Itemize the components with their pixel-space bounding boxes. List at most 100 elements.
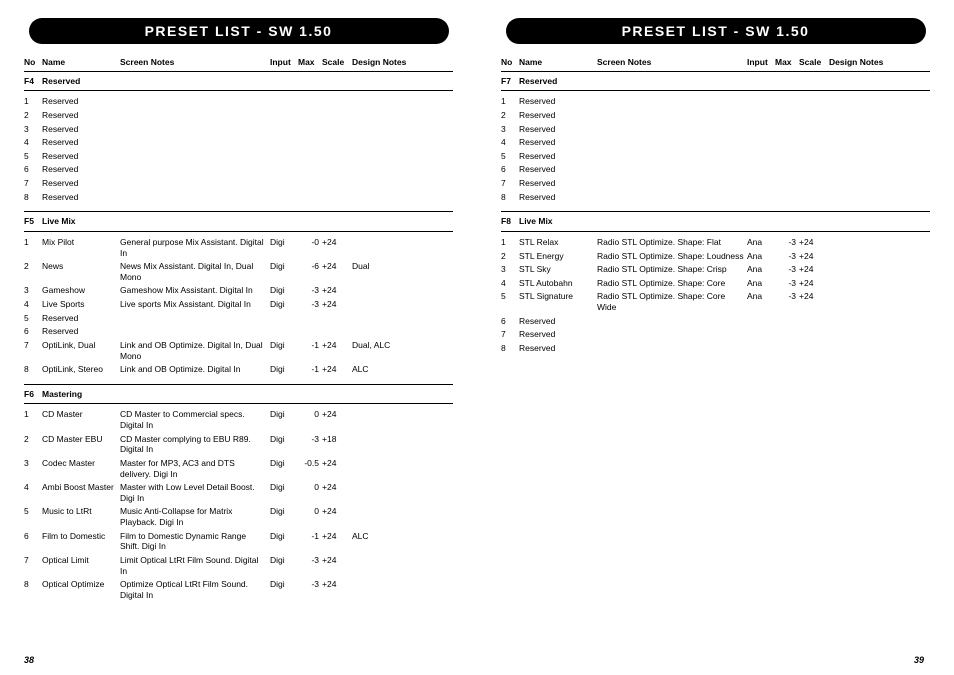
- cell-scale: +24: [322, 363, 352, 377]
- page-title-left: PRESET LIST - SW 1.50: [29, 18, 449, 44]
- cell-no: 1: [24, 91, 42, 109]
- cell-input: [270, 190, 298, 204]
- cell-input: Digi: [270, 363, 298, 377]
- group-no: F7: [501, 71, 519, 91]
- cell-design: [352, 481, 453, 505]
- cell-input: Digi: [270, 298, 298, 312]
- cell-max: [775, 314, 799, 328]
- cell-design: [352, 404, 453, 432]
- table-row: 4Ambi Boost MasterMaster with Low Level …: [24, 481, 453, 505]
- cell-scale: [799, 314, 829, 328]
- table-row: 2Reserved: [501, 108, 930, 122]
- cell-no: 4: [501, 136, 519, 150]
- cell-max: -3: [298, 284, 322, 298]
- table-row: 5Reserved: [24, 149, 453, 163]
- cell-name: STL Energy: [519, 249, 597, 263]
- table-row: 2Reserved: [24, 108, 453, 122]
- cell-scale: +24: [322, 404, 352, 432]
- cell-name: STL Autobahn: [519, 276, 597, 290]
- cell-name: Codec Master: [42, 456, 120, 480]
- cell-design: [829, 249, 930, 263]
- group-row: F8Live Mix: [501, 212, 930, 232]
- cell-name: News: [42, 260, 120, 284]
- col-design: Design Notes: [829, 54, 930, 71]
- cell-input: [270, 91, 298, 109]
- cell-max: -6: [298, 260, 322, 284]
- table-row: 3Reserved: [24, 122, 453, 136]
- cell-scale: [799, 122, 829, 136]
- cell-max: [775, 136, 799, 150]
- cell-design: [829, 314, 930, 328]
- group-name: Mastering: [42, 384, 453, 404]
- cell-name: Gameshow: [42, 284, 120, 298]
- cell-name: Reserved: [519, 177, 597, 191]
- cell-design: [352, 91, 453, 109]
- cell-name: Reserved: [519, 136, 597, 150]
- cell-input: Digi: [270, 404, 298, 432]
- cell-max: 0: [298, 404, 322, 432]
- cell-scale: [799, 341, 829, 355]
- table-row: 7OptiLink, DualLink and OB Optimize. Dig…: [24, 338, 453, 362]
- cell-max: -3: [298, 298, 322, 312]
- cell-no: 6: [24, 529, 42, 553]
- cell-design: [829, 108, 930, 122]
- cell-no: 1: [501, 91, 519, 109]
- cell-notes: [597, 122, 747, 136]
- cell-no: 4: [24, 298, 42, 312]
- table-row: 8OptiLink, StereoLink and OB Optimize. D…: [24, 363, 453, 377]
- cell-scale: [322, 136, 352, 150]
- cell-input: [270, 177, 298, 191]
- cell-name: Reserved: [519, 190, 597, 204]
- cell-notes: Radio STL Optimize. Shape: Flat: [597, 231, 747, 249]
- table-row: 5STL SignatureRadio STL Optimize. Shape:…: [501, 290, 930, 314]
- cell-input: Ana: [747, 263, 775, 277]
- cell-name: Music to LtRt: [42, 505, 120, 529]
- cell-design: [352, 325, 453, 339]
- cell-max: [298, 311, 322, 325]
- cell-input: [747, 341, 775, 355]
- cell-input: [747, 122, 775, 136]
- cell-input: Digi: [270, 260, 298, 284]
- cell-no: 6: [501, 314, 519, 328]
- cell-notes: [597, 314, 747, 328]
- group-row: F7Reserved: [501, 71, 930, 91]
- cell-name: Reserved: [519, 91, 597, 109]
- cell-input: Ana: [747, 290, 775, 314]
- cell-max: [298, 177, 322, 191]
- cell-design: [829, 122, 930, 136]
- cell-design: [829, 290, 930, 314]
- cell-scale: +24: [799, 249, 829, 263]
- cell-design: [829, 163, 930, 177]
- cell-no: 2: [501, 108, 519, 122]
- cell-no: 4: [24, 481, 42, 505]
- col-notes: Screen Notes: [120, 54, 270, 71]
- cell-scale: +24: [322, 298, 352, 312]
- table-row: 7Optical LimitLimit Optical LtRt Film So…: [24, 553, 453, 577]
- cell-design: Dual: [352, 260, 453, 284]
- cell-notes: [597, 91, 747, 109]
- cell-name: Optical Optimize: [42, 578, 120, 602]
- table-body-right: F7Reserved1Reserved2Reserved3Reserved4Re…: [501, 71, 930, 355]
- cell-scale: [322, 325, 352, 339]
- cell-scale: +24: [322, 284, 352, 298]
- cell-max: -3: [298, 578, 322, 602]
- cell-input: Digi: [270, 338, 298, 362]
- cell-max: -3: [775, 231, 799, 249]
- cell-name: Film to Domestic: [42, 529, 120, 553]
- cell-design: [352, 284, 453, 298]
- cell-design: [829, 91, 930, 109]
- cell-no: 5: [501, 149, 519, 163]
- table-row: 4Live SportsLive sports Mix Assistant. D…: [24, 298, 453, 312]
- cell-input: [747, 136, 775, 150]
- cell-notes: [120, 136, 270, 150]
- cell-scale: [799, 328, 829, 342]
- table-row: 5Reserved: [24, 311, 453, 325]
- table-row: 1Reserved: [24, 91, 453, 109]
- cell-scale: +24: [322, 481, 352, 505]
- table-row: 4Reserved: [501, 136, 930, 150]
- cell-scale: [322, 91, 352, 109]
- cell-no: 2: [24, 108, 42, 122]
- cell-scale: +24: [322, 578, 352, 602]
- cell-design: [829, 328, 930, 342]
- cell-name: STL Sky: [519, 263, 597, 277]
